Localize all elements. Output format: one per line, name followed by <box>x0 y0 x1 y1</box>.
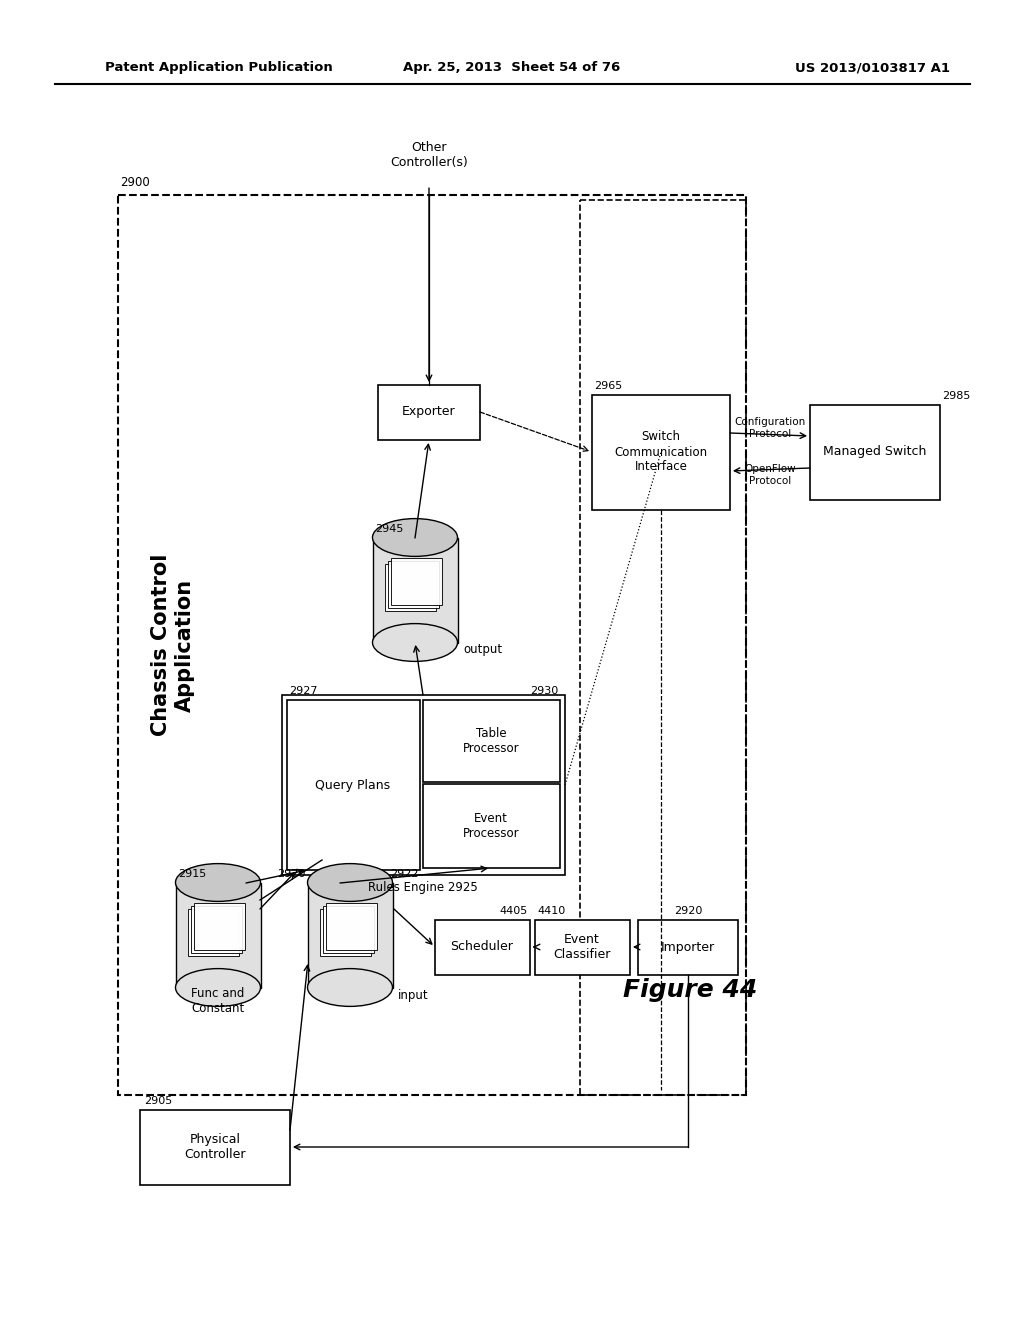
Text: Configuration
Protocol: Configuration Protocol <box>734 417 806 438</box>
Bar <box>307 883 392 987</box>
Ellipse shape <box>175 863 260 902</box>
Bar <box>378 385 480 440</box>
Text: Figure 44: Figure 44 <box>623 978 757 1002</box>
Bar <box>388 561 439 609</box>
Text: 2920: 2920 <box>278 869 306 879</box>
Text: 4410: 4410 <box>537 906 565 916</box>
Text: Apr. 25, 2013  Sheet 54 of 76: Apr. 25, 2013 Sheet 54 of 76 <box>403 62 621 74</box>
Ellipse shape <box>307 863 392 902</box>
Ellipse shape <box>373 623 458 661</box>
Bar <box>391 558 442 605</box>
Text: Query Plans: Query Plans <box>315 779 390 792</box>
Bar <box>140 1110 290 1185</box>
Bar <box>118 195 746 1096</box>
Text: 2965: 2965 <box>594 381 623 391</box>
Bar <box>810 405 940 500</box>
Text: Table
Processor: Table Processor <box>463 727 519 755</box>
Text: Func and
Constant: Func and Constant <box>191 987 245 1015</box>
Text: Scheduler: Scheduler <box>451 940 513 953</box>
Bar <box>195 903 246 950</box>
Bar <box>287 700 420 870</box>
Text: Managed Switch: Managed Switch <box>823 446 927 458</box>
Text: Physical
Controller: Physical Controller <box>184 1133 246 1162</box>
Bar <box>592 395 730 510</box>
Text: 2905: 2905 <box>144 1096 172 1106</box>
Bar <box>282 696 565 875</box>
Text: 2900: 2900 <box>120 176 150 189</box>
Text: 2945: 2945 <box>375 524 403 535</box>
Bar <box>535 920 630 975</box>
Text: 2915: 2915 <box>178 869 206 879</box>
Text: OpenFlow
Protocol: OpenFlow Protocol <box>744 465 796 486</box>
Bar <box>423 700 560 781</box>
Bar <box>175 883 260 987</box>
Bar <box>435 920 530 975</box>
Text: Event
Classifier: Event Classifier <box>553 933 610 961</box>
Text: 4405: 4405 <box>500 906 528 916</box>
Text: Importer: Importer <box>660 940 715 953</box>
Text: output: output <box>463 644 502 656</box>
Text: 2930: 2930 <box>529 686 558 696</box>
Bar <box>638 920 738 975</box>
Text: Rules Engine 2925: Rules Engine 2925 <box>368 882 478 895</box>
Bar <box>191 906 243 953</box>
Text: Other
Controller(s): Other Controller(s) <box>390 141 468 169</box>
Bar <box>423 784 560 869</box>
Bar <box>327 903 377 950</box>
Text: Patent Application Publication: Patent Application Publication <box>105 62 333 74</box>
Bar <box>385 564 436 611</box>
Ellipse shape <box>373 519 458 557</box>
Text: input: input <box>398 989 429 1002</box>
Bar <box>324 906 374 953</box>
Bar <box>321 908 372 956</box>
Text: 2922: 2922 <box>390 869 419 879</box>
Ellipse shape <box>307 969 392 1006</box>
Text: Chassis Control
Application: Chassis Control Application <box>152 554 195 737</box>
Text: 2920: 2920 <box>674 906 702 916</box>
Bar <box>580 201 746 1096</box>
Text: 2927: 2927 <box>289 686 317 696</box>
Bar <box>188 908 240 956</box>
Text: 2985: 2985 <box>942 391 971 401</box>
Text: Event
Processor: Event Processor <box>463 812 519 840</box>
Text: Exporter: Exporter <box>402 405 456 418</box>
Text: Switch
Communication
Interface: Switch Communication Interface <box>614 430 708 474</box>
Ellipse shape <box>175 969 260 1006</box>
Bar <box>373 537 458 643</box>
Text: US 2013/0103817 A1: US 2013/0103817 A1 <box>795 62 950 74</box>
